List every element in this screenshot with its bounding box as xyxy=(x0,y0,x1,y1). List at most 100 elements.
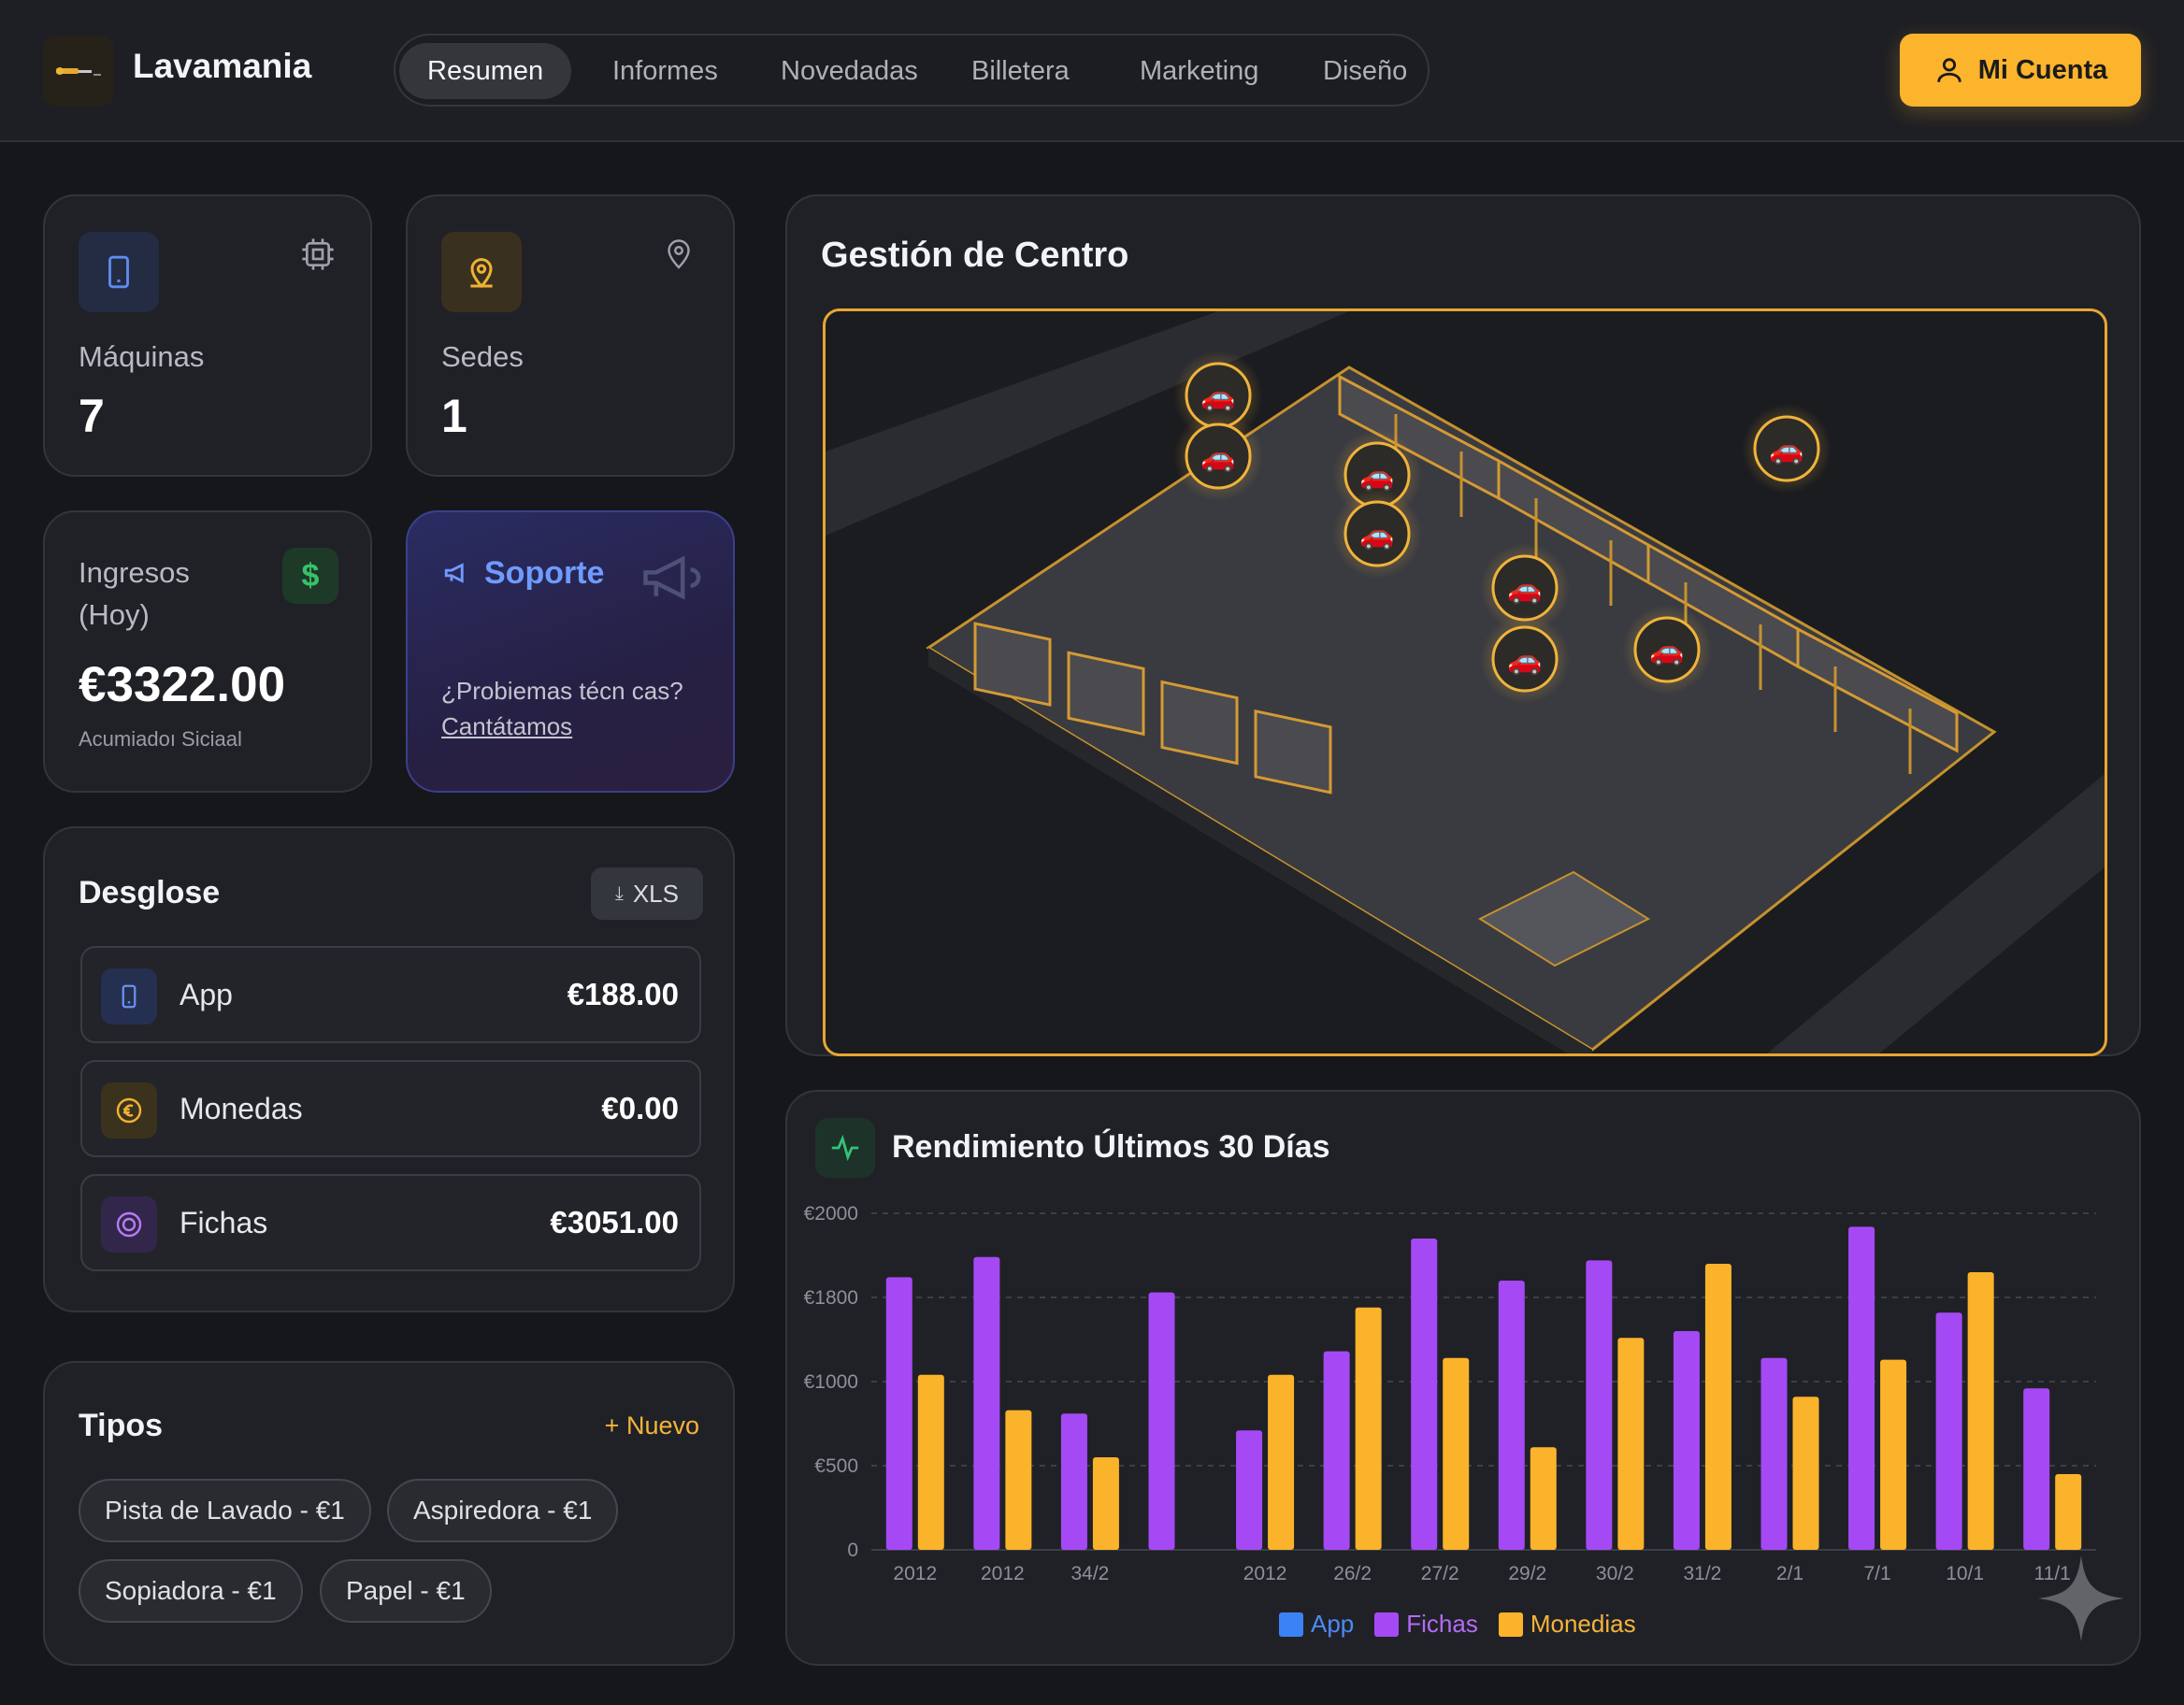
car-marker[interactable]: 🚗 xyxy=(1480,543,1570,633)
tab-marketing[interactable]: Marketing xyxy=(1140,56,1259,86)
bar-monedias[interactable] xyxy=(2055,1474,2082,1550)
tab-diseno[interactable]: Diseño xyxy=(1323,56,1408,86)
legend-monedias[interactable]: Monedias xyxy=(1498,1610,1636,1639)
breakdown-title: Desglose xyxy=(79,875,221,910)
center-card: Gestión de Centro xyxy=(785,194,2141,1056)
type-chip[interactable]: Pista de Lavado - €1 xyxy=(79,1479,371,1542)
phone-icon xyxy=(122,984,136,1009)
bar-monedias[interactable] xyxy=(1617,1338,1645,1550)
type-chip[interactable]: Sopiadora - €1 xyxy=(79,1559,303,1623)
bar-fichas[interactable] xyxy=(1236,1430,1263,1550)
download-icon: ⤓ xyxy=(615,882,624,904)
app-icon-box xyxy=(101,968,157,1024)
svg-text:🚗: 🚗 xyxy=(1359,520,1394,551)
bar-monedias[interactable] xyxy=(1967,1272,1994,1550)
y-tick-label: €500 xyxy=(814,1455,858,1477)
account-button[interactable]: Mi Cuenta xyxy=(1900,34,2141,107)
export-label: XLS xyxy=(632,879,679,908)
svg-text:🚗: 🚗 xyxy=(1200,381,1235,412)
performance-card: Rendimiento Últimos 30 Días 0 €500 €1000 €1… xyxy=(785,1090,2141,1666)
type-chip[interactable]: Papel - €1 xyxy=(320,1559,492,1623)
car-marker[interactable]: 🚗 xyxy=(1173,411,1263,501)
support-contact-link[interactable]: Cantátamos xyxy=(441,712,573,740)
car-marker[interactable]: 🚗 xyxy=(1622,605,1712,695)
support-title: Soporte xyxy=(484,555,605,591)
legend-label: App xyxy=(1311,1610,1355,1638)
tab-resumen[interactable]: Resumen xyxy=(399,43,572,99)
bar-monedias[interactable] xyxy=(1880,1359,1907,1550)
svg-text:🚗: 🚗 xyxy=(1507,574,1542,605)
bar-fichas[interactable] xyxy=(1760,1357,1788,1550)
bar-fichas[interactable] xyxy=(1935,1312,1962,1550)
bar-fichas[interactable] xyxy=(973,1256,1000,1550)
token-icon xyxy=(116,1211,142,1238)
sites-card[interactable]: Sedes 1 xyxy=(406,194,735,477)
breakdown-value: €0.00 xyxy=(601,1091,679,1125)
income-label: Ingresos (Hoy) xyxy=(79,556,190,631)
car-marker[interactable]: 🚗 xyxy=(1480,614,1570,704)
user-icon xyxy=(1936,58,1961,82)
bar-monedias[interactable] xyxy=(1530,1447,1557,1550)
chip-icon xyxy=(302,238,334,270)
bar-fichas[interactable] xyxy=(1323,1351,1350,1550)
breakdown-value: €3051.00 xyxy=(550,1205,679,1239)
breakdown-row-monedas[interactable]: Monedas €0.00 xyxy=(80,1060,701,1157)
bar-fichas[interactable] xyxy=(1498,1281,1525,1550)
x-tick-label: 2/1 xyxy=(1776,1563,1803,1584)
legend-app[interactable]: App xyxy=(1279,1610,1354,1639)
y-tick-label: €1000 xyxy=(804,1371,858,1393)
bar-monedias[interactable] xyxy=(1092,1457,1119,1550)
bar-fichas[interactable] xyxy=(1411,1239,1438,1550)
bar-fichas[interactable] xyxy=(2023,1388,2050,1550)
breakdown-row-fichas[interactable]: Fichas €3051.00 xyxy=(80,1174,701,1271)
breakdown-value: €188.00 xyxy=(567,977,679,1011)
svg-text:🚗: 🚗 xyxy=(1359,461,1394,492)
performance-chart[interactable]: 0 €500 €1000 €1800 €2000 2012 2012 34/2 2012 26/2… xyxy=(787,1176,2139,1597)
brand-logo[interactable] xyxy=(43,36,114,107)
bar-fichas[interactable] xyxy=(1586,1260,1613,1550)
performance-icon-box xyxy=(815,1118,875,1178)
brand-name: Lavamania xyxy=(133,47,312,85)
breakdown-label: Monedas xyxy=(180,1092,303,1125)
tab-novedadas[interactable]: Novedadas xyxy=(781,56,918,86)
type-chip[interactable]: Aspiredora - €1 xyxy=(387,1479,619,1542)
bar-monedias[interactable] xyxy=(1355,1307,1382,1550)
export-xls-button[interactable]: ⤓ XLS xyxy=(591,867,703,920)
location-pin-icon xyxy=(470,258,493,289)
y-tick-label: €2000 xyxy=(804,1203,858,1225)
add-type-button[interactable]: + Nuevo xyxy=(604,1411,699,1440)
y-tick-label: €1800 xyxy=(804,1287,858,1309)
bar-fichas[interactable] xyxy=(1148,1292,1175,1550)
x-tick-label: 7/1 xyxy=(1863,1563,1890,1584)
machines-card[interactable]: Máquinas 7 xyxy=(43,194,372,477)
bar-monedias[interactable] xyxy=(1443,1357,1470,1550)
y-tick-label: 0 xyxy=(847,1540,858,1561)
x-tick-label: 2012 xyxy=(981,1563,1025,1584)
bar-monedias[interactable] xyxy=(1792,1397,1819,1550)
breakdown-label: Fichas xyxy=(180,1206,268,1239)
tab-billetera[interactable]: Billetera xyxy=(971,56,1070,86)
center-title: Gestión de Centro xyxy=(821,236,1129,275)
bar-fichas[interactable] xyxy=(1673,1331,1700,1550)
car-marker[interactable]: 🚗 xyxy=(1742,404,1832,494)
svg-text:🚗: 🚗 xyxy=(1200,442,1235,473)
support-card[interactable]: Soporte ¿Probiemas técn cas? Cantátamos xyxy=(406,510,735,793)
center-map[interactable]: 🚗 🚗 🚗 🚗 🚗 🚗 🚗 🚗 xyxy=(823,308,2107,1056)
machines-icon-box xyxy=(79,232,159,312)
car-marker[interactable]: 🚗 xyxy=(1332,489,1422,579)
bar-monedias[interactable] xyxy=(1704,1264,1731,1550)
tab-informes[interactable]: Informes xyxy=(612,56,718,86)
bar-monedias[interactable] xyxy=(917,1374,944,1550)
x-tick-label: 2012 xyxy=(893,1563,937,1584)
bar-monedias[interactable] xyxy=(1268,1374,1295,1550)
bar-fichas[interactable] xyxy=(1060,1413,1087,1550)
svg-text:🚗: 🚗 xyxy=(1649,636,1684,666)
income-card[interactable]: Ingresos (Hoy) $ €3322.00 Acumiadoı Sici… xyxy=(43,510,372,793)
bar-fichas[interactable] xyxy=(885,1277,912,1550)
x-tick-label: 11/1 xyxy=(2034,1563,2071,1584)
x-tick-label: 29/2 xyxy=(1508,1563,1546,1584)
legend-fichas[interactable]: Fichas xyxy=(1374,1610,1478,1639)
bar-fichas[interactable] xyxy=(1848,1226,1875,1550)
bar-monedias[interactable] xyxy=(1005,1410,1032,1550)
breakdown-row-app[interactable]: App €188.00 xyxy=(80,946,701,1043)
